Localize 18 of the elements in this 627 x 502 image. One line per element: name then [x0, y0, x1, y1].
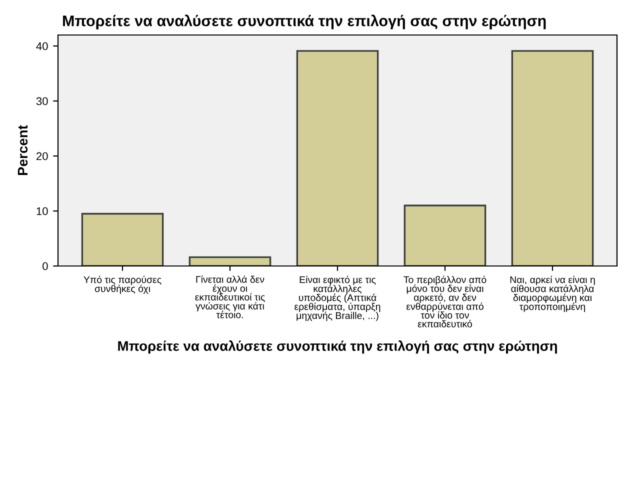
chart-title: Μπορείτε να αναλύσετε συνοπτικά την επιλογή σας στην ερώτηση [63, 14, 546, 30]
x-tick-label: Ναι, αρκεί να είναι η αίθουσα κατάλληλα διαμορφωμένη και τροποποιημένη [510, 276, 595, 312]
bar [296, 50, 379, 266]
bar [188, 256, 272, 266]
x-tick-label: Το περιβάλλον από μόνο του δεν είναι αρκετό, αν δεν ενθαρρύνεται από τον ίδιο τον εκπαιδευτικό [404, 276, 486, 328]
y-tick-label: 20 [36, 152, 48, 160]
x-tick-label: Υπό τις παρούσες συνθήκες όχι [84, 276, 162, 294]
x-tick-label: Είναι εφικτό με τις κατάλληλες υποδομές (Απτικά ερεθίσματα, ύπαρξη μηχανής Braille, ...) [294, 276, 380, 321]
x-tick-label: Γίνεται αλλά δεν έχουν οι εκπαιδευτικοί τις γνώσεις για κάτι τέτοιο. [195, 275, 265, 318]
y-tick-label: 40 [36, 42, 48, 50]
x-axis-title: Μπορείτε να αναλύσετε συνοπτικά την επιλογή σας στην ερώτηση [118, 340, 557, 354]
y-tick-label: 10 [36, 207, 48, 216]
bar [404, 204, 486, 266]
bar [511, 50, 594, 266]
y-axis-title: Percent [18, 125, 28, 176]
y-tick-label: 30 [36, 97, 48, 106]
bar [81, 212, 164, 266]
y-tick-label: 0 [42, 262, 48, 270]
